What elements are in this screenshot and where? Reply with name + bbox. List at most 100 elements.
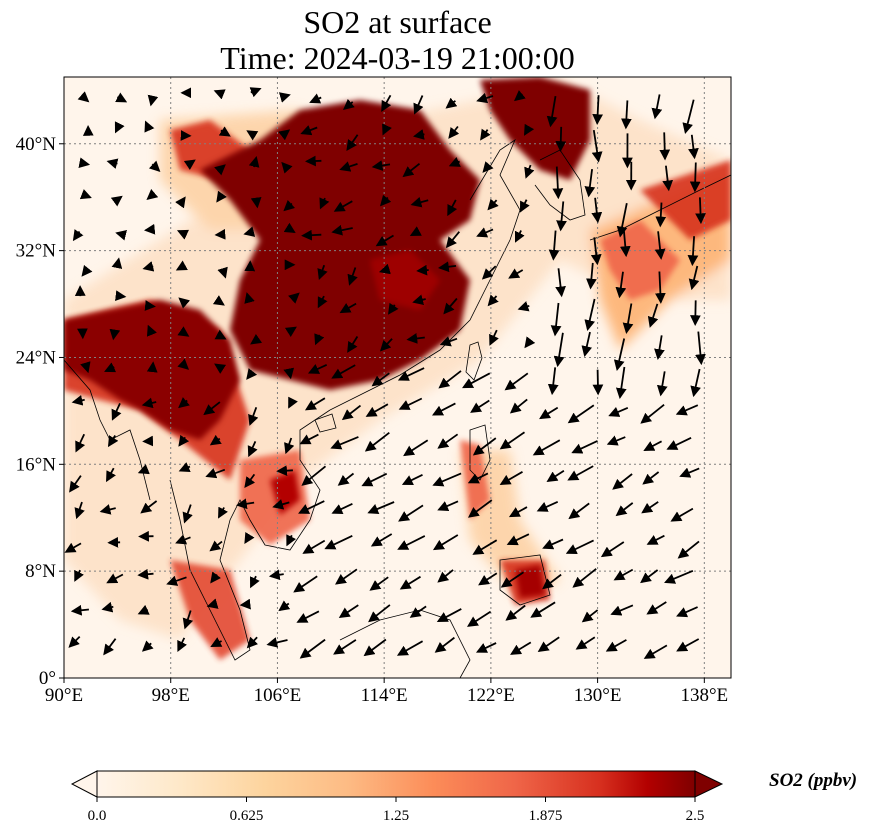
- colorbar-tick-label: 2.5: [686, 808, 705, 824]
- wind-arrow: [218, 126, 231, 137]
- y-tick-label: 32°N: [16, 241, 57, 262]
- wind-arrow: [553, 332, 565, 368]
- wind-arrow: [592, 369, 604, 396]
- wind-arrow: [115, 229, 128, 241]
- wind-arrow: [283, 222, 296, 234]
- wind-arrow: [688, 134, 699, 160]
- wind-arrow: [206, 598, 219, 609]
- wind-arrow: [523, 123, 535, 136]
- wind-arrow: [437, 500, 459, 512]
- wind-arrow: [517, 301, 530, 312]
- wind-arrow: [399, 575, 421, 590]
- wind-arrow: [537, 636, 560, 653]
- wind-arrow: [307, 363, 328, 374]
- wind-arrow: [301, 465, 327, 486]
- wind-arrow: [248, 406, 259, 426]
- wind-arrow: [487, 294, 499, 307]
- wind-arrow: [341, 404, 362, 421]
- wind-arrow: [552, 166, 564, 200]
- wind-arrow: [546, 95, 558, 128]
- wind-arrow: [182, 504, 193, 524]
- wind-arrow: [250, 575, 260, 589]
- wind-arrow: [542, 538, 564, 550]
- wind-arrow: [331, 224, 353, 236]
- wind-arrow: [505, 604, 526, 621]
- wind-arrow: [276, 465, 293, 477]
- wind-arrow: [487, 198, 499, 211]
- x-tick-label: 114°E: [361, 685, 408, 706]
- wind-arrow: [142, 261, 155, 272]
- wind-arrow: [319, 197, 330, 210]
- coastline-hainan: [314, 413, 337, 433]
- wind-arrow: [438, 261, 457, 273]
- wind-arrow: [413, 129, 425, 140]
- wind-arrow: [110, 195, 123, 207]
- wind-arrow: [555, 126, 567, 152]
- wind-arrow: [378, 263, 391, 275]
- wind-arrow: [413, 95, 424, 115]
- wind-arrow: [472, 539, 498, 555]
- colorbar-gradient: [97, 771, 695, 797]
- wind-arrow: [679, 467, 700, 478]
- wind-arrow: [445, 97, 458, 109]
- wind-arrow: [688, 265, 700, 291]
- wind-arrow: [272, 499, 290, 510]
- wind-arrow: [398, 504, 424, 522]
- wind-arrow: [213, 89, 226, 100]
- wind-arrow: [567, 465, 594, 481]
- y-tick-label: 40°N: [16, 134, 57, 155]
- wind-arrow: [175, 260, 188, 271]
- wind-arrow: [695, 197, 706, 225]
- wind-arrow: [298, 500, 325, 514]
- y-tick-label: 0°: [39, 668, 56, 689]
- wind-arrow: [689, 162, 701, 193]
- colorbar-ticks: 0.0 0.625 1.25 1.875 2.5: [88, 797, 705, 824]
- wind-arrow: [397, 367, 425, 381]
- wind-arrow: [615, 502, 634, 517]
- wind-arrow: [643, 644, 668, 659]
- coastline-china: [329, 138, 521, 411]
- wind-arrow: [542, 573, 562, 590]
- wind-arrow: [443, 297, 458, 315]
- wind-arrow: [675, 404, 699, 416]
- wind-arrow: [532, 439, 561, 456]
- wind-arrow: [409, 226, 422, 237]
- wind-arrow: [70, 604, 89, 616]
- wind-arrow: [166, 575, 187, 586]
- coastline-indochina: [169, 409, 331, 661]
- wind-arrow: [536, 500, 559, 512]
- wind-arrow: [177, 326, 190, 337]
- wind-arrow: [244, 292, 255, 304]
- wind-arrow: [317, 264, 328, 280]
- wind-arrow: [246, 130, 259, 141]
- wind-arrow: [432, 472, 462, 487]
- wind-arrow: [612, 473, 633, 490]
- coastline-japan: [589, 174, 731, 241]
- wind-arrow: [687, 236, 699, 267]
- wind-arrow: [317, 295, 328, 309]
- wind-arrow: [406, 333, 425, 344]
- wind-arrow: [78, 157, 91, 169]
- wind-arrow: [375, 234, 394, 247]
- wind-arrow: [299, 433, 319, 445]
- wind-arrow: [508, 268, 524, 279]
- wind-arrow: [397, 535, 426, 550]
- colorbar-extend-max: [694, 770, 724, 798]
- wind-arrow: [183, 159, 196, 171]
- wind-arrow: [146, 324, 157, 337]
- wind-arrow: [365, 403, 389, 417]
- wind-arrow: [434, 636, 455, 653]
- wind-arrow: [472, 437, 497, 456]
- wind-arrow: [177, 637, 188, 653]
- wind-arrow: [591, 129, 603, 163]
- wind-arrow: [203, 401, 221, 416]
- x-tick-label: 130°E: [574, 685, 622, 706]
- wind-arrow: [462, 372, 491, 389]
- wind-arrow: [335, 568, 358, 585]
- wind-arrow: [410, 196, 429, 208]
- wind-arrow: [524, 336, 536, 349]
- wind-arrow: [478, 572, 498, 586]
- wind-arrow: [81, 264, 93, 277]
- wind-arrow: [600, 541, 625, 558]
- x-tick-label: 122°E: [467, 685, 515, 706]
